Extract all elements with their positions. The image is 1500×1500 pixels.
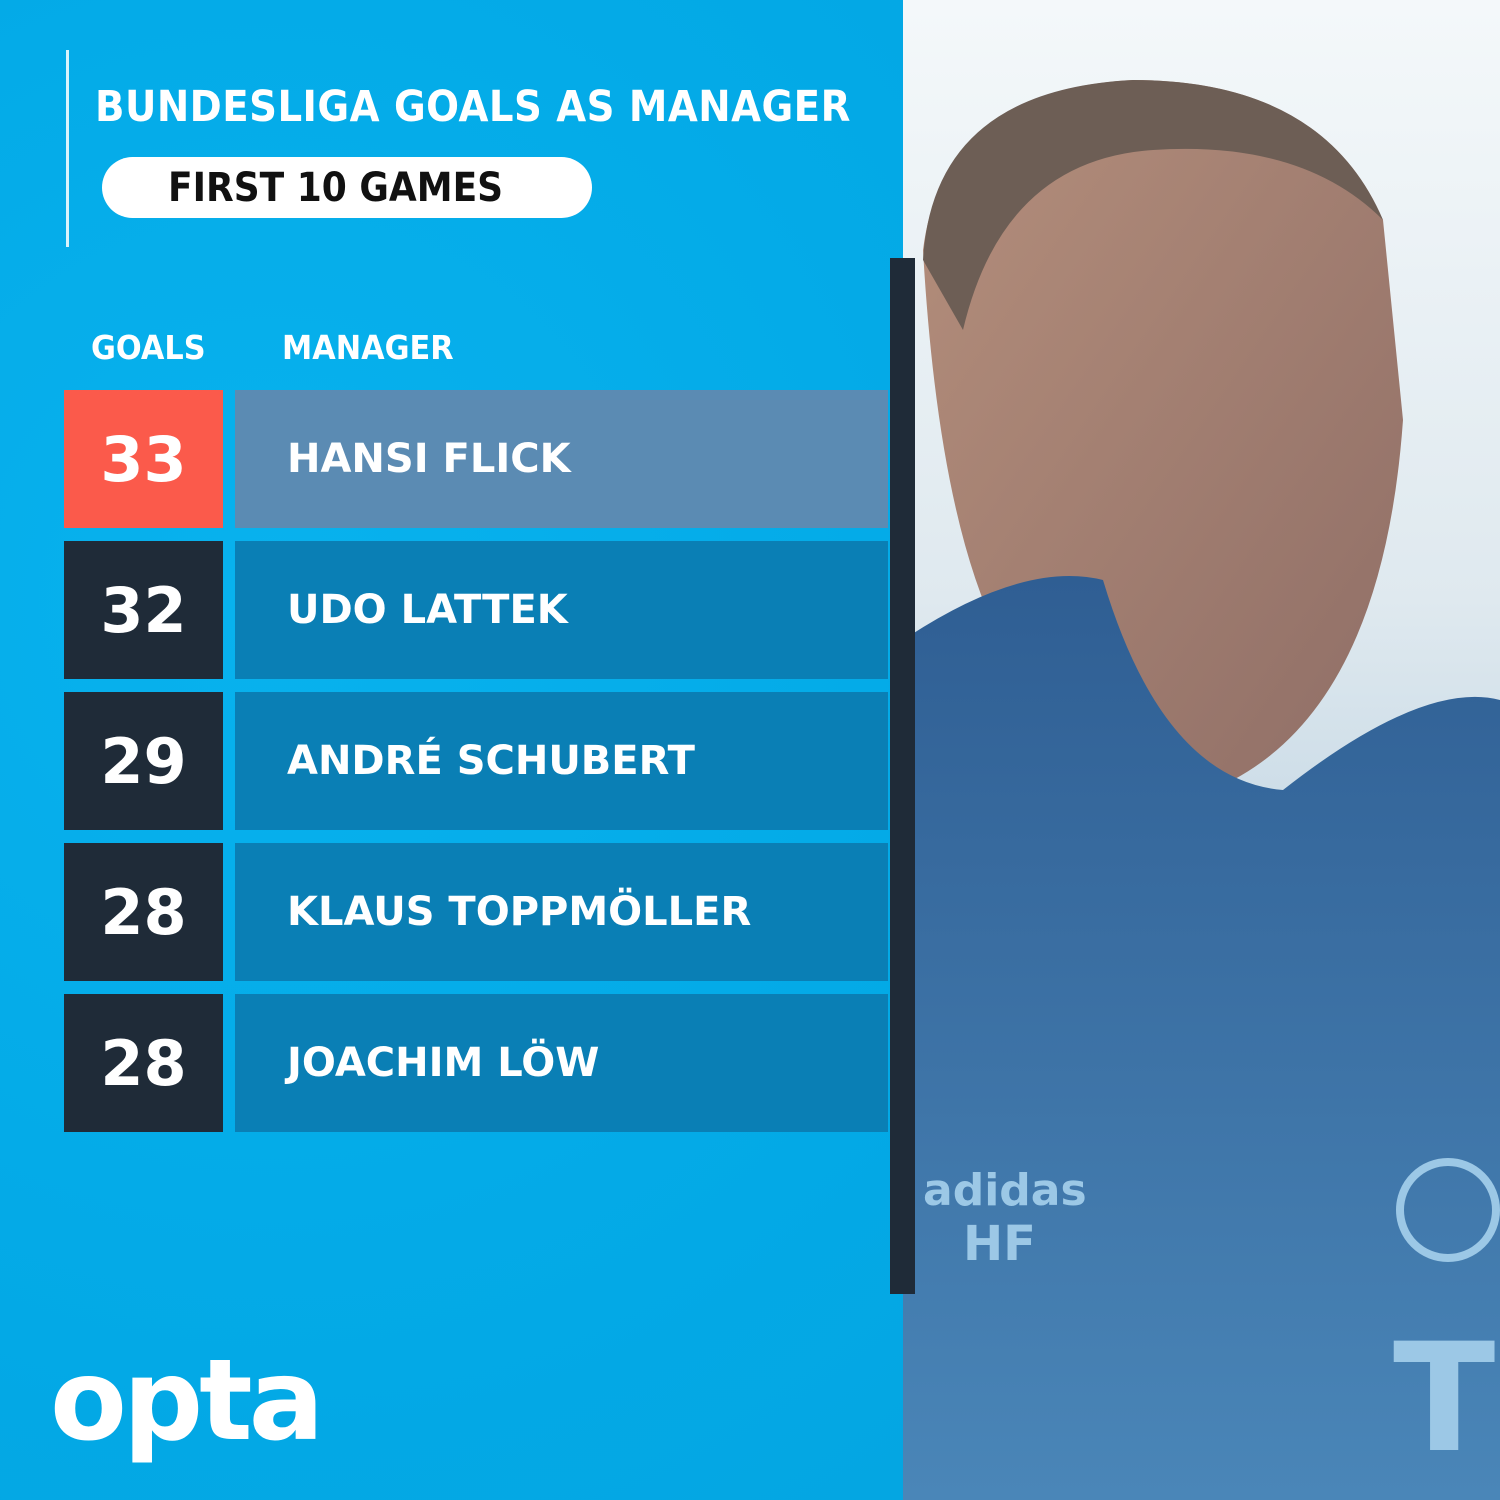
table-row: 32 UDO LATTEK <box>64 541 888 679</box>
svg-text:T: T <box>1393 1312 1495 1486</box>
manager-name: ANDRÉ SCHUBERT <box>235 692 888 830</box>
chart-subtitle: FIRST 10 GAMES <box>168 165 504 211</box>
divider-line <box>66 50 69 247</box>
svg-text:adidas: adidas <box>923 1165 1087 1216</box>
subtitle-pill: FIRST 10 GAMES <box>102 157 592 218</box>
goals-value: 29 <box>64 692 223 830</box>
svg-text:HF: HF <box>963 1216 1036 1272</box>
column-header-goals: GOALS <box>91 328 206 367</box>
manager-photo: adidas HF T <box>903 0 1500 1500</box>
table-row: 29 ANDRÉ SCHUBERT <box>64 692 888 830</box>
goals-value: 28 <box>64 994 223 1132</box>
column-header-manager: MANAGER <box>282 328 454 367</box>
goals-value: 32 <box>64 541 223 679</box>
manager-name: UDO LATTEK <box>235 541 888 679</box>
table-row: 28 KLAUS TOPPMÖLLER <box>64 843 888 981</box>
table-row: 33 HANSI FLICK <box>64 390 888 528</box>
goals-value: 28 <box>64 843 223 981</box>
manager-name: KLAUS TOPPMÖLLER <box>235 843 888 981</box>
manager-name: HANSI FLICK <box>235 390 888 528</box>
manager-name: JOACHIM LÖW <box>235 994 888 1132</box>
goals-value: 33 <box>64 390 223 528</box>
chart-title: BUNDESLIGA GOALS AS MANAGER <box>95 82 851 132</box>
opta-logo: opta <box>50 1336 324 1466</box>
accent-bar <box>890 258 915 1294</box>
photo-illustration: adidas HF T <box>903 80 1500 1500</box>
table-row: 28 JOACHIM LÖW <box>64 994 888 1132</box>
